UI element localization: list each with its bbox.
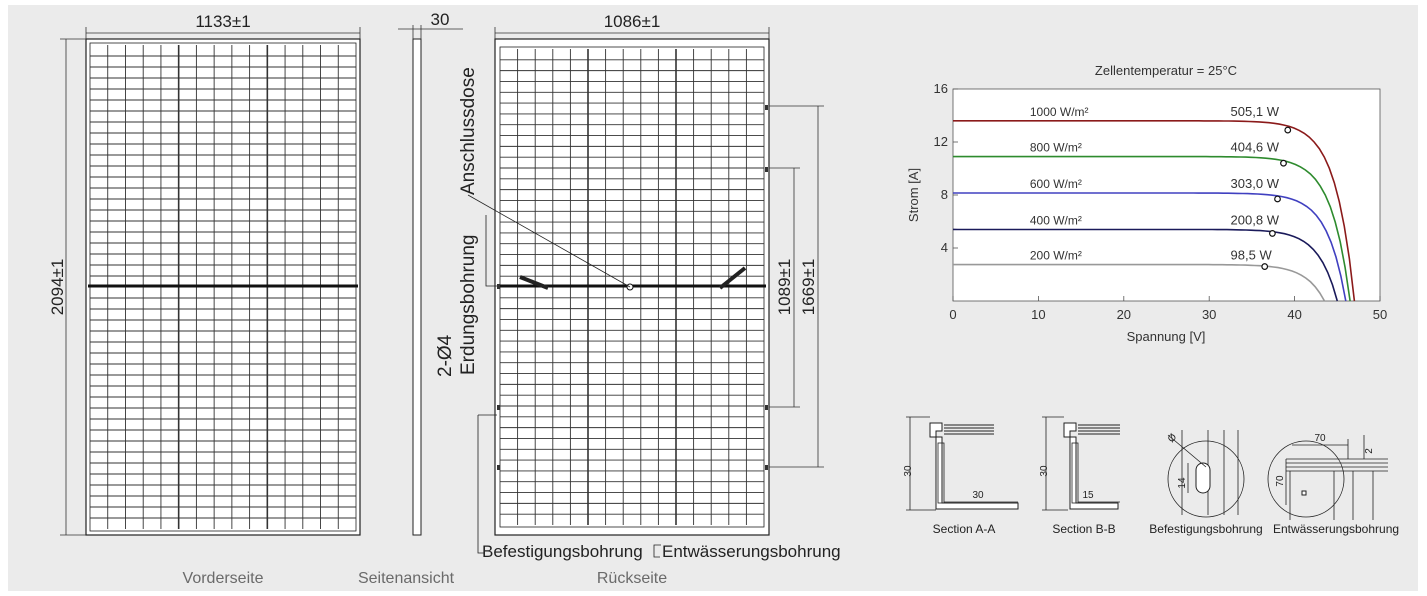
side-profile: [412, 38, 422, 536]
front-width-dimension: 1133±1: [85, 12, 361, 39]
drawing-sheet: 1133±1 2094±1 Vorderseite 30 Seitenansic…: [8, 5, 1418, 591]
iv-chart: Zellentemperatur = 25°C Spannung [V] Str…: [906, 63, 1387, 344]
mpp-marker: [1261, 263, 1269, 270]
label-drain-hole: Entwässerungsbohrung: [662, 542, 841, 561]
series-irradiance-label: 200 W/m²: [1030, 249, 1082, 263]
front-width-label: 1133±1: [195, 12, 250, 31]
side-view: 30: [398, 10, 463, 536]
section-bb: 30 15 Section B-B: [1039, 416, 1120, 536]
x-tick-label: 40: [1287, 307, 1301, 322]
x-tick-label: 10: [1031, 307, 1045, 322]
series-power-label: 98,5 W: [1231, 248, 1273, 263]
section-aa-height: 30: [903, 465, 914, 477]
label-junction-box: Anschlussdose: [458, 67, 479, 195]
chart-xlabel: Spannung [V]: [1127, 329, 1206, 344]
y-tick-label: 12: [934, 134, 948, 149]
y-tick-label: 8: [941, 187, 948, 202]
back-view: [494, 38, 770, 536]
chart-series-labels: 1000 W/m² 505,1 W 800 W/m² 404,6 W 600 W/m² 3…: [1030, 104, 1280, 263]
section-aa-caption: Section A-A: [933, 522, 996, 536]
iv-curve: [953, 192, 1347, 302]
drain-hole-detail: 70 2 70 Entwässerungsbohrung: [1267, 433, 1399, 536]
series-power-label: 404,6 W: [1231, 140, 1280, 155]
back-caption: Rückseite: [597, 570, 667, 587]
chart-plot-area: [952, 88, 1381, 302]
dim-1089: 1089±1: [769, 167, 800, 408]
chart-title: Zellentemperatur = 25°C: [1095, 63, 1237, 78]
drain-dim-2: 2: [1364, 448, 1375, 454]
front-view: [85, 38, 361, 536]
iv-curve: [953, 120, 1356, 302]
section-bb-caption: Section B-B: [1052, 522, 1115, 536]
series-irradiance-label: 600 W/m²: [1030, 177, 1082, 191]
series-irradiance-label: 1000 W/m²: [1030, 105, 1089, 119]
section-bb-width: 15: [1082, 490, 1094, 501]
mounting-hole-detail: Ø 14 Befestigungsbohrung: [1149, 430, 1263, 536]
drain-dim-70-side: 70: [1275, 475, 1286, 487]
series-power-label: 200,8 W: [1231, 212, 1280, 227]
front-caption: Vorderseite: [183, 570, 264, 587]
chart-series: [952, 120, 1356, 302]
mounting-caption: Befestigungsbohrung: [1149, 522, 1262, 536]
mpp-marker: [1284, 126, 1292, 134]
series-irradiance-label: 400 W/m²: [1030, 213, 1082, 227]
series-irradiance-label: 800 W/m²: [1030, 141, 1082, 155]
chart-ticks: 0 10 20 30 40 50 4 8 12 16: [934, 81, 1388, 322]
label-grounding-spec: 2-Ø4: [435, 334, 456, 377]
dim-1669: 1669±1: [769, 105, 824, 468]
mpp-marker: [1280, 159, 1287, 167]
y-tick-label: 4: [941, 240, 948, 255]
drain-dim-70-top: 70: [1314, 433, 1326, 444]
dim-1089-label: 1089±1: [775, 259, 794, 316]
mpp-marker: [1268, 230, 1276, 237]
side-caption: Seitenansicht: [358, 570, 455, 587]
section-aa-width: 30: [972, 490, 984, 501]
mounting-holes: [497, 105, 768, 470]
mounting-dim-14: 14: [1177, 477, 1188, 489]
series-power-label: 303,0 W: [1231, 176, 1280, 191]
x-tick-label: 30: [1202, 307, 1216, 322]
back-width-dimension: 1086±1: [494, 12, 770, 39]
side-thickness-label: 30: [431, 10, 450, 29]
chart-ylabel: Strom [A]: [906, 168, 921, 222]
label-mounting-hole: Befestigungsbohrung: [482, 542, 643, 561]
x-tick-label: 0: [949, 307, 956, 322]
mpp-marker: [1274, 195, 1281, 203]
x-tick-label: 50: [1373, 307, 1387, 322]
x-tick-label: 20: [1117, 307, 1131, 322]
series-power-label: 505,1 W: [1231, 104, 1280, 119]
section-bb-height: 30: [1039, 465, 1050, 477]
section-aa: 30 30 Section A-A: [903, 416, 1019, 536]
y-tick-label: 16: [934, 81, 948, 96]
label-grounding-hole: Erdungsbohrung: [458, 235, 479, 376]
back-leaders: [467, 194, 661, 558]
dim-1669-label: 1669±1: [799, 259, 818, 316]
front-height-label: 2094±1: [48, 259, 67, 316]
front-height-dimension: 2094±1: [48, 38, 86, 536]
drain-caption: Entwässerungsbohrung: [1273, 522, 1399, 536]
back-width-label: 1086±1: [604, 12, 661, 31]
back-cell-grid: [500, 49, 764, 525]
